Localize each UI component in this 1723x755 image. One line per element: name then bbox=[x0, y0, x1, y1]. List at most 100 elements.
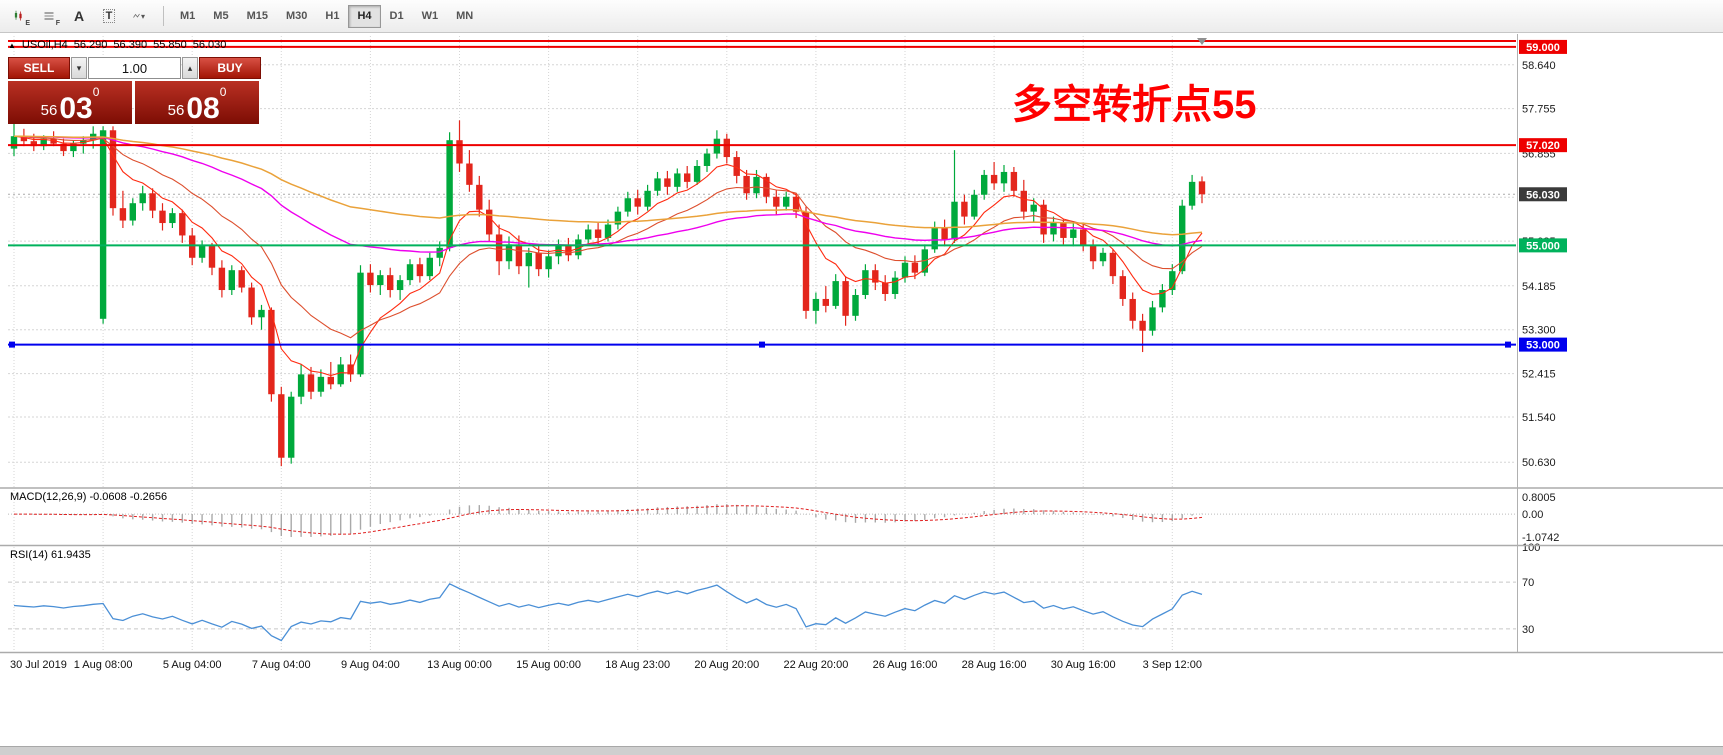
candle-body bbox=[396, 280, 404, 291]
timeframe-w1-button[interactable]: W1 bbox=[413, 5, 448, 28]
time-axis-label: 28 Aug 16:00 bbox=[962, 659, 1027, 671]
drawing-tools-icon[interactable]: ▾ bbox=[126, 4, 152, 28]
candle-body bbox=[268, 309, 275, 395]
candle-body bbox=[30, 141, 37, 147]
bar-high: 56.390 bbox=[113, 39, 148, 51]
timeframe-m30-button[interactable]: M30 bbox=[277, 5, 316, 28]
line-drag-handle[interactable] bbox=[9, 341, 15, 348]
time-axis-label: 7 Aug 04:00 bbox=[252, 659, 311, 671]
candle-body bbox=[80, 140, 87, 144]
timeframe-h4-button[interactable]: H4 bbox=[348, 4, 381, 28]
candle-body bbox=[486, 209, 493, 235]
price-axis-label: 50.630 bbox=[1522, 457, 1556, 469]
candle-body bbox=[307, 374, 315, 392]
candle-body bbox=[198, 245, 206, 258]
candle-body bbox=[1099, 252, 1107, 262]
volume-input[interactable] bbox=[88, 57, 181, 79]
candle-body bbox=[1149, 307, 1156, 331]
chevron-down-icon: ▾ bbox=[140, 11, 145, 21]
chart-annotation-text: 多空转折点55 bbox=[1012, 83, 1257, 127]
candle-body bbox=[1159, 290, 1166, 308]
candlestick-chart-icon[interactable]: E bbox=[6, 4, 32, 28]
candle-body bbox=[872, 270, 879, 283]
candle-body bbox=[70, 143, 77, 152]
timeframe-m1-button[interactable]: M1 bbox=[171, 5, 204, 28]
candle-body bbox=[50, 138, 57, 144]
candle-body bbox=[891, 277, 899, 294]
ma-line-96 bbox=[13, 135, 1203, 236]
candle-body bbox=[1139, 320, 1146, 331]
candle-body bbox=[1129, 298, 1136, 321]
price-tag bbox=[1519, 238, 1567, 253]
candle-body bbox=[387, 275, 394, 291]
candle-body bbox=[1070, 229, 1077, 238]
candle-body bbox=[792, 196, 800, 212]
cycle-lines-glyph bbox=[133, 13, 140, 18]
timeframe-m5-button[interactable]: M5 bbox=[204, 5, 237, 28]
candle-body bbox=[743, 175, 750, 194]
candle-body bbox=[139, 193, 146, 204]
timeframe-h1-button[interactable]: H1 bbox=[316, 5, 348, 28]
candle-body bbox=[1030, 204, 1037, 212]
macd-indicator-label: MACD(12,26,9) -0.0608 -0.2656 bbox=[10, 491, 168, 503]
bid-whole: 56 bbox=[40, 102, 58, 119]
candle-body bbox=[624, 198, 631, 212]
chart-shift-marker-icon bbox=[1197, 38, 1207, 45]
indicator-list-glyph bbox=[44, 12, 54, 20]
candle-body bbox=[1109, 252, 1117, 277]
ma-line-55 bbox=[13, 135, 1203, 253]
price-tag-label: 59.000 bbox=[1526, 42, 1560, 54]
candle-body bbox=[505, 244, 513, 262]
candle-body bbox=[1198, 181, 1206, 195]
candle-body bbox=[941, 228, 948, 240]
price-tag-label: 55.000 bbox=[1526, 240, 1560, 252]
candle-body bbox=[901, 262, 909, 278]
candle-body bbox=[288, 396, 295, 458]
symbol-marker-icon: ▲ bbox=[8, 40, 16, 50]
candle-body bbox=[1119, 276, 1126, 299]
candle-body bbox=[456, 140, 463, 164]
candle-body bbox=[1040, 204, 1047, 235]
time-axis-label: 22 Aug 20:00 bbox=[783, 659, 848, 671]
candle-body bbox=[436, 247, 443, 258]
timeframe-m15-button[interactable]: M15 bbox=[238, 5, 277, 28]
candle-body bbox=[664, 178, 671, 187]
candle-body bbox=[614, 211, 622, 225]
candle-body bbox=[822, 298, 829, 306]
candle-body bbox=[1060, 223, 1067, 238]
sell-button[interactable]: SELL bbox=[8, 57, 70, 79]
candle-body bbox=[723, 138, 730, 158]
time-axis-label: 30 Jul 2019 bbox=[10, 659, 67, 671]
timeframe-mn-button[interactable]: MN bbox=[447, 5, 482, 28]
bid-price-tile[interactable]: 56 03 0 bbox=[8, 81, 132, 124]
template-tool-icon[interactable]: T bbox=[96, 4, 122, 28]
text-label-tool-icon[interactable]: A bbox=[66, 4, 92, 28]
volume-up-button[interactable]: ▴ bbox=[182, 57, 198, 79]
macd-signal-line bbox=[14, 505, 1203, 535]
candle-body bbox=[99, 130, 107, 319]
candle-body bbox=[416, 264, 424, 277]
indicator-list-icon[interactable]: F bbox=[36, 4, 62, 28]
candle-body bbox=[129, 203, 136, 221]
candle-body bbox=[218, 267, 226, 291]
window-bottom-edge bbox=[0, 746, 1723, 755]
timeframe-d1-button[interactable]: D1 bbox=[381, 5, 413, 28]
candle-body bbox=[1179, 205, 1186, 272]
line-drag-handle[interactable] bbox=[759, 341, 765, 348]
text-tool-glyph: A bbox=[73, 8, 85, 24]
time-axis-label: 9 Aug 04:00 bbox=[341, 659, 400, 671]
bar-close: 56.030 bbox=[192, 39, 227, 51]
candle-body bbox=[347, 364, 354, 375]
time-axis-label: 13 Aug 00:00 bbox=[427, 659, 492, 671]
ask-whole: 56 bbox=[167, 102, 185, 119]
volume-down-button[interactable]: ▾ bbox=[71, 57, 87, 79]
price-axis-label: 54.185 bbox=[1522, 281, 1556, 293]
line-drag-handle[interactable] bbox=[1505, 341, 1511, 348]
candle-body bbox=[812, 298, 820, 311]
candle-body bbox=[367, 272, 374, 286]
candle-body bbox=[604, 224, 612, 238]
candle-body bbox=[317, 376, 325, 392]
buy-button[interactable]: BUY bbox=[199, 57, 261, 79]
ask-price-tile[interactable]: 56 08 0 bbox=[135, 81, 259, 124]
